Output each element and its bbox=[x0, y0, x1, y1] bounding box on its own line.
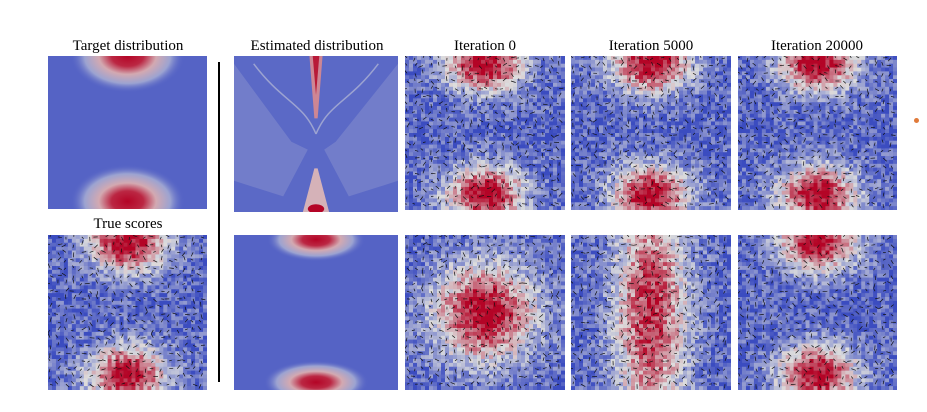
title-estimated-distribution: Estimated distribution bbox=[250, 38, 384, 54]
title-iteration-20000: Iteration 20000 bbox=[770, 38, 864, 54]
density-blob bbox=[266, 235, 366, 262]
panel-iteration-20000-top bbox=[738, 56, 897, 210]
panel-iteration-0-top bbox=[405, 56, 565, 210]
title-target-distribution: Target distribution bbox=[72, 38, 184, 54]
title-iteration-5000: Iteration 5000 bbox=[608, 38, 694, 54]
panel-estimated-distribution-bottom bbox=[234, 235, 398, 390]
title-true-scores: True scores bbox=[93, 216, 163, 232]
marker-dot bbox=[914, 118, 919, 123]
column-divider bbox=[218, 62, 220, 382]
density-blob bbox=[263, 360, 369, 390]
panel-target-distribution bbox=[48, 56, 207, 209]
title-iteration-0: Iteration 0 bbox=[453, 38, 517, 54]
panel-iteration-5000-bottom bbox=[571, 235, 731, 390]
density-blob bbox=[70, 56, 185, 93]
panel-iteration-20000-bottom bbox=[738, 235, 897, 390]
panel-iteration-5000-top bbox=[571, 56, 731, 210]
panel-estimated-distribution-top bbox=[234, 56, 398, 212]
panel-true-scores bbox=[48, 235, 207, 390]
panel-iteration-0-bottom bbox=[405, 235, 565, 390]
density-blob bbox=[70, 164, 185, 209]
